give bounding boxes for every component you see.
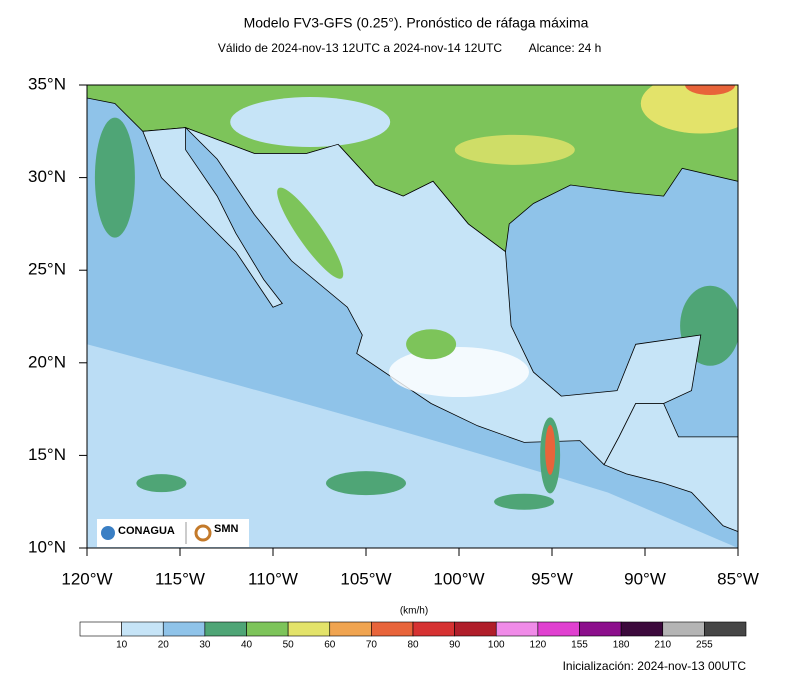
colorbar-label: 60: [324, 640, 336, 651]
ocean-band: [87, 344, 738, 548]
colorbar-swatch: [620, 621, 664, 637]
lat-label: 20°N: [28, 352, 66, 371]
lon-label: 110°W: [248, 569, 298, 588]
logo-smn: SMN: [214, 523, 239, 535]
colorbar-label: 90: [449, 640, 461, 651]
colorbar-label: 70: [366, 640, 378, 651]
colorbar-swatch: [162, 621, 206, 637]
lat-label: 15°N: [28, 445, 66, 464]
colorbar-label: 10: [116, 640, 128, 651]
lat-label: 30°N: [28, 167, 66, 186]
land-green: [277, 187, 344, 279]
land-central-america: [603, 403, 738, 532]
title: Modelo FV3-GFS (0.25°). Pronóstico de rá…: [244, 15, 589, 31]
land-high: [685, 85, 736, 95]
colorbar-swatch: [246, 621, 289, 637]
colorbar-swatch: [495, 621, 539, 637]
logo-conagua: CONAGUA: [118, 525, 175, 537]
colorbar-swatch: [704, 621, 747, 637]
colorbar-label: 40: [241, 640, 253, 651]
colorbar-label: 20: [158, 640, 170, 651]
colorbar-swatch: [121, 621, 164, 637]
colorbar-label: 120: [530, 640, 547, 651]
lat-label: 10°N: [28, 537, 66, 556]
lat-label: 25°N: [28, 260, 66, 279]
colorbar-label: 155: [571, 640, 588, 651]
map-frame: [86, 84, 739, 549]
ocean-blob: [494, 493, 555, 510]
colorbar-label: 30: [199, 640, 211, 651]
colorbar-swatch: [204, 621, 247, 637]
map: [87, 85, 738, 548]
land-mexico: [185, 127, 702, 466]
colorbar-swatch: [412, 621, 455, 637]
colorbar-label: 100: [488, 640, 505, 651]
land-low: [230, 97, 391, 148]
valid-range: Válido de 2024-nov-13 12UTC a 2024-nov-1…: [218, 41, 503, 55]
lon-label: 100°W: [433, 569, 484, 588]
colorbar-unit: (km/h): [400, 606, 428, 617]
colorbar-label: 180: [613, 640, 630, 651]
lon-label: 95°W: [531, 569, 573, 588]
lon-label: 115°W: [155, 569, 205, 588]
colorbar-swatch: [329, 621, 372, 637]
land-green: [406, 329, 457, 360]
gust-jet: [545, 424, 556, 475]
logo-icon: [101, 526, 115, 540]
forecast-range: Alcance: 24 h: [529, 41, 602, 55]
colorbar-swatch: [537, 621, 580, 637]
ocean-blob: [136, 474, 187, 493]
ocean-blob: [326, 471, 406, 496]
colorbar-label: 255: [696, 640, 713, 651]
land-low: [389, 347, 529, 398]
logo-background: [97, 519, 249, 547]
colorbar-label: 80: [407, 640, 419, 651]
colorbar-swatch: [371, 621, 414, 637]
lon-label: 90°W: [624, 569, 666, 588]
lon-label: 105°W: [340, 569, 391, 588]
colorbar-swatch: [454, 621, 497, 637]
land-high: [640, 85, 738, 134]
lon-label: 85°W: [717, 569, 759, 588]
colorbar-label: 210: [654, 640, 671, 651]
colorbar-swatch: [287, 621, 331, 637]
colorbar-swatch: [579, 621, 622, 637]
footer: Inicialización: 2024-nov-13 00UTC: [563, 659, 747, 673]
land-baja: [142, 127, 283, 308]
lon-label: 120°W: [61, 569, 112, 588]
land-high: [454, 134, 575, 165]
lat-label: 35°N: [28, 74, 66, 93]
colorbar-swatch: [662, 621, 705, 637]
colorbar-swatch: [79, 621, 122, 637]
logo-box: CONAGUA SMN: [97, 519, 249, 547]
colorbar-label: 50: [283, 640, 295, 651]
ocean-blob: [94, 117, 135, 238]
logo-icon: [194, 524, 212, 542]
